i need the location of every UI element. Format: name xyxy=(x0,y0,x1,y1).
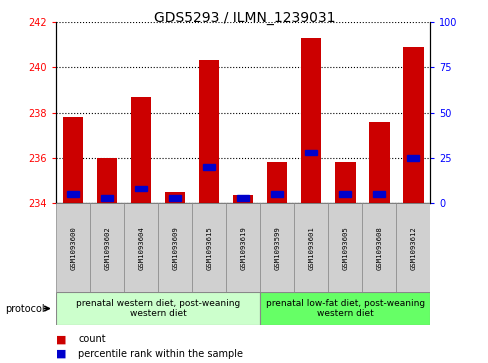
Bar xyxy=(402,47,423,203)
Text: prenatal low-fat diet, post-weaning
western diet: prenatal low-fat diet, post-weaning west… xyxy=(265,299,424,318)
Bar xyxy=(97,158,117,203)
Text: GSM1093608: GSM1093608 xyxy=(376,226,382,270)
Bar xyxy=(56,292,260,325)
Text: prenatal western diet, post-weaning
western diet: prenatal western diet, post-weaning west… xyxy=(76,299,240,318)
Bar xyxy=(158,203,192,292)
Text: GSM1093601: GSM1093601 xyxy=(307,226,314,270)
Text: count: count xyxy=(78,334,105,344)
Bar xyxy=(327,203,362,292)
Bar xyxy=(67,191,79,197)
Bar xyxy=(131,97,151,203)
Bar xyxy=(192,203,226,292)
Text: GSM1093619: GSM1093619 xyxy=(240,226,246,270)
Text: GSM1093609: GSM1093609 xyxy=(172,226,178,270)
Bar xyxy=(135,186,147,192)
Bar xyxy=(56,203,90,292)
Bar xyxy=(368,122,389,203)
Bar xyxy=(124,203,158,292)
Bar xyxy=(372,191,385,197)
Bar xyxy=(199,60,219,203)
Bar xyxy=(233,195,253,203)
Bar xyxy=(395,203,429,292)
Text: GSM1093605: GSM1093605 xyxy=(342,226,347,270)
Bar xyxy=(260,203,294,292)
Bar xyxy=(407,155,419,160)
Text: percentile rank within the sample: percentile rank within the sample xyxy=(78,349,243,359)
Bar xyxy=(63,117,83,203)
Text: ■: ■ xyxy=(56,334,66,344)
Bar xyxy=(165,192,185,203)
Text: GDS5293 / ILMN_1239031: GDS5293 / ILMN_1239031 xyxy=(153,11,335,25)
Bar xyxy=(339,191,351,197)
Bar xyxy=(90,203,124,292)
Bar xyxy=(101,195,113,200)
Text: GSM1093602: GSM1093602 xyxy=(104,226,110,270)
Text: GSM1093604: GSM1093604 xyxy=(138,226,144,270)
Bar xyxy=(169,195,181,200)
Bar xyxy=(294,203,327,292)
Bar xyxy=(271,191,283,197)
Text: GSM1093612: GSM1093612 xyxy=(409,226,415,270)
Bar xyxy=(334,162,355,203)
Text: ■: ■ xyxy=(56,349,66,359)
Bar xyxy=(362,203,395,292)
Text: GSM1093615: GSM1093615 xyxy=(206,226,212,270)
Text: protocol: protocol xyxy=(5,303,44,314)
Bar xyxy=(237,195,249,200)
Bar xyxy=(301,38,321,203)
Text: GSM1093600: GSM1093600 xyxy=(70,226,76,270)
Bar xyxy=(260,292,429,325)
Text: GSM1093599: GSM1093599 xyxy=(274,226,280,270)
Bar xyxy=(305,150,317,155)
Bar xyxy=(203,164,215,170)
Bar xyxy=(266,162,287,203)
Bar xyxy=(226,203,260,292)
